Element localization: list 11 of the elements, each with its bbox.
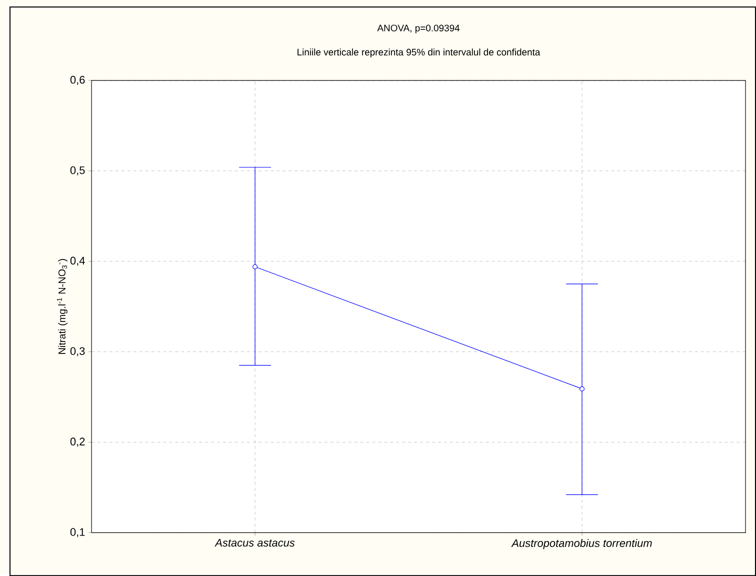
y-tick-label: 0,5	[70, 166, 85, 176]
chart-subtitle: Liniile verticale reprezinta 95% din intervalul de confidenta	[298, 48, 540, 58]
y-axis-title: Nitrati (mg.l$^{-1}$ N-NO$_{3}$$^{-}$)	[56, 258, 68, 354]
y-tick-label: 0,3	[70, 347, 85, 356]
x-tick-label: Astacus astacus	[214, 538, 295, 547]
y-tick-label: 0,6	[70, 76, 85, 85]
chart-title: ANOVA, p=0.09394	[377, 24, 460, 34]
y-tick-label: 0,2	[70, 438, 85, 447]
x-tick-label: Austropotamobius torrentium	[511, 538, 652, 550]
y-tick-label: 0,4	[70, 256, 85, 266]
y-tick-label: 0,1	[70, 528, 85, 538]
